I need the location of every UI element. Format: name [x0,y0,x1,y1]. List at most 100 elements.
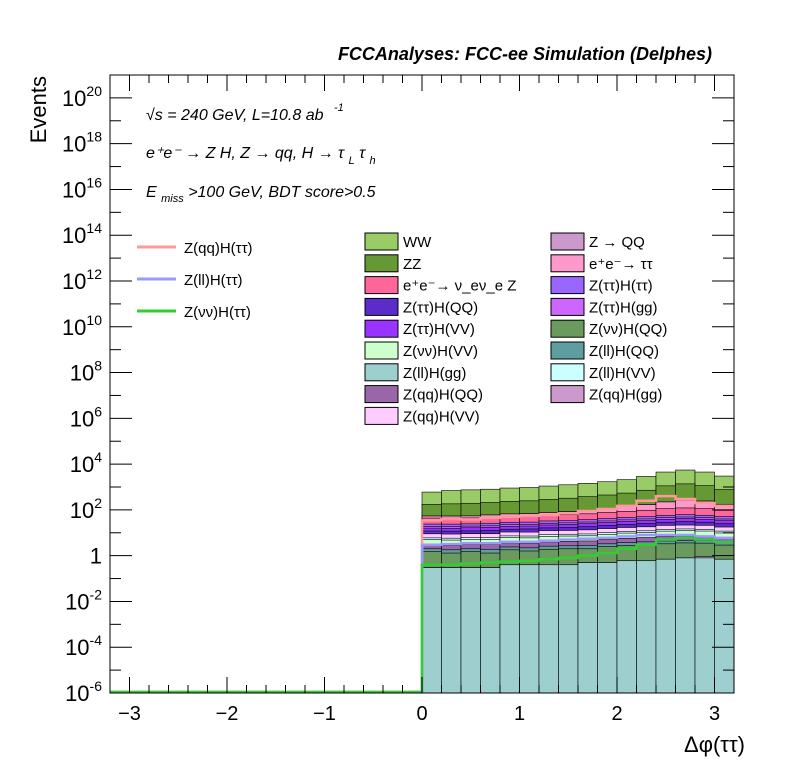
x-tick-label: −3 [118,703,141,725]
legend-box-label: Z(ττ)H(QQ) [403,299,478,316]
bar-z-ll-h-gg [538,564,559,694]
legend-box-swatch [364,276,399,295]
svg-text:e⁺e⁻ → Z H, Z → qq, H → τ: e⁺e⁻ → Z H, Z → qq, H → τ L τ h [146,145,376,168]
legend-box-swatch [364,254,399,273]
y-tick-label: 10-6 [65,678,102,706]
y-tick-base: 10 [70,361,94,386]
y-tick-exponent: 6 [94,403,102,419]
legend-box-label: Z(qq)H(gg) [589,387,662,404]
bar-z-ll-h-gg [577,562,598,694]
legend-box-label: e⁺e⁻→ ν_eν_e Z [403,278,516,295]
svg-text:√s = 240 GeV, L=10.8 ab: √s = 240 GeV, L=10.8 ab -1 [146,102,344,124]
legend-box-swatch [364,363,399,382]
legend-box-swatch [550,276,585,295]
legend-box-swatch [550,385,585,404]
process-tau: τ [359,145,366,162]
bar-z-ll-h-gg [499,564,520,694]
legend-box-swatch [364,341,399,360]
bar-z-ll-h-gg [636,560,657,694]
y-tick-base: 10 [62,132,86,157]
y-tick-label: 1014 [62,220,102,248]
legend-box-swatch [364,406,399,425]
x-tick-label: −2 [216,703,239,725]
legend-box-swatch [364,319,399,338]
sqrt-s-label: √s [146,107,163,124]
bar-z-ll-h-gg [694,557,715,694]
bar-z-ll-h-gg [558,564,579,694]
legend-line-label: Z(qq)H(ττ) [184,240,253,257]
legend-line-label: Z(νν)H(ττ) [184,304,251,321]
legend-box-swatch [550,254,585,273]
y-tick-label: 1010 [62,312,102,340]
y-tick-label: 106 [70,403,102,431]
y-tick-base: 10 [65,681,89,706]
y-tick-base: 10 [62,269,86,294]
legend-box-swatch [550,363,585,382]
legend-box-swatch [364,297,399,316]
x-tick-label: 3 [709,703,720,725]
legend: Z(qq)H(ττ) Z(ll)H(ττ) Z(νν)H(ττ) WW Z → QQ ZZ… [137,232,667,425]
x-tick-label: 0 [416,703,427,725]
y-tick-base: 10 [62,223,86,248]
y-tick-label: 1020 [62,83,102,111]
y-tick-label: 104 [70,449,102,477]
legend-box-label: Z(ll)H(gg) [403,365,466,382]
legend-box-label: Z(ll)H(QQ) [589,343,659,360]
bar-z-ll-h-gg [441,567,462,694]
bar-z-ll-h-gg [597,562,618,694]
x-tick-label: 1 [514,703,525,725]
legend-box-swatch [364,232,399,251]
legend-box-swatch [550,319,585,338]
y-tick-base: 10 [70,452,94,477]
bar-z-ll-h-gg [480,567,501,694]
x-axis: −3 −2 −1 0 1 2 3 [109,75,735,725]
stack-bars [421,469,735,694]
legend-box-label: Z(νν)H(QQ) [589,321,667,338]
y-tick-exponent: -6 [90,678,103,694]
svg-text:E miss >100 GeV, B: E miss >100 GeV, BDT score>0.5 [146,184,376,206]
bar-z-ll-h-gg [616,560,637,694]
process-label: e⁺e⁻ → Z H, Z → qq, H → τ [146,145,345,162]
y-tick-base: 1 [90,544,102,569]
y-tick-exponent: 20 [86,83,102,99]
y-tick-label: 1 [90,544,102,569]
legend-box-label: ZZ [403,256,421,273]
legend-box-label: Z(ττ)H(gg) [589,299,658,316]
legend-box-label: Z(ll)H(VV) [589,365,656,382]
y-tick-label: 102 [70,495,102,523]
y-axis-label: Events [26,76,51,143]
legend-box-swatch [550,297,585,316]
energy-lumi-label: = 240 GeV, L=10.8 ab [167,107,323,124]
y-tick-exponent: 4 [94,449,102,465]
legend-box-swatch [550,232,585,251]
y-tick-exponent: 2 [94,495,102,511]
y-tick-base: 10 [62,177,86,202]
cut-e: E [146,184,157,201]
y-tick-exponent: -4 [90,632,103,648]
y-tick-label: 10-4 [65,632,102,660]
legend-box-label: Z → QQ [589,234,645,251]
y-tick-base: 10 [65,635,89,660]
bar-z-ll-h-gg [421,567,442,694]
chart-title: FCCAnalyses: FCC-ee Simulation (Delphes) [338,44,712,64]
legend-line-label: Z(ll)H(ττ) [184,272,243,289]
y-tick-base: 10 [70,406,94,431]
info-text: √s = 240 GeV, L=10.8 ab -1 e⁺e⁻ → Z H, Z… [146,102,376,206]
bar-z-ll-h-gg [460,567,481,694]
process-sub-h: h [370,155,376,167]
legend-box-label: WW [403,234,432,251]
y-tick-base: 10 [70,498,94,523]
y-tick-exponent: 12 [86,266,102,282]
y-tick-label: 108 [70,358,102,386]
bar-z-ll-h-gg [675,557,696,694]
y-tick-label: 1012 [62,266,102,294]
x-tick-label: −1 [313,703,336,725]
y-tick-exponent: 14 [86,220,102,236]
legend-box-label: Z(qq)H(VV) [403,408,480,425]
legend-box-label: Z(ττ)H(VV) [403,321,475,338]
cut-rest: >100 GeV, BDT score>0.5 [188,184,375,201]
y-tick-exponent: 8 [94,358,102,374]
y-tick-label: 10-2 [65,586,102,614]
legend-box-swatch [550,341,585,360]
y-tick-base: 10 [65,589,89,614]
